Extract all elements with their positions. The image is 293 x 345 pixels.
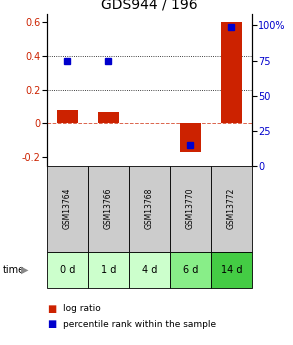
Text: GSM13772: GSM13772 — [227, 188, 236, 229]
Bar — [47, 166, 88, 252]
Bar — [98, 112, 119, 124]
Text: time: time — [3, 265, 25, 275]
Bar — [88, 166, 129, 252]
Bar — [57, 110, 78, 124]
Text: GSM13766: GSM13766 — [104, 188, 113, 229]
Text: log ratio: log ratio — [63, 304, 101, 313]
Bar — [180, 124, 201, 152]
Bar — [170, 252, 211, 288]
Bar — [170, 166, 211, 252]
Text: ▶: ▶ — [21, 265, 29, 275]
Bar — [211, 252, 252, 288]
Bar — [211, 166, 252, 252]
Text: GSM13768: GSM13768 — [145, 188, 154, 229]
Text: GSM13770: GSM13770 — [186, 188, 195, 229]
Bar — [129, 166, 170, 252]
Title: GDS944 / 196: GDS944 / 196 — [101, 0, 198, 11]
Text: percentile rank within the sample: percentile rank within the sample — [63, 320, 216, 329]
Text: 4 d: 4 d — [142, 265, 157, 275]
Text: 0 d: 0 d — [60, 265, 75, 275]
Text: 1 d: 1 d — [101, 265, 116, 275]
Text: 14 d: 14 d — [221, 265, 242, 275]
Bar — [88, 252, 129, 288]
Text: GSM13764: GSM13764 — [63, 188, 72, 229]
Text: ■: ■ — [47, 304, 56, 314]
Text: 6 d: 6 d — [183, 265, 198, 275]
Bar — [221, 22, 242, 124]
Bar — [129, 252, 170, 288]
Bar — [47, 252, 88, 288]
Text: ■: ■ — [47, 319, 56, 329]
